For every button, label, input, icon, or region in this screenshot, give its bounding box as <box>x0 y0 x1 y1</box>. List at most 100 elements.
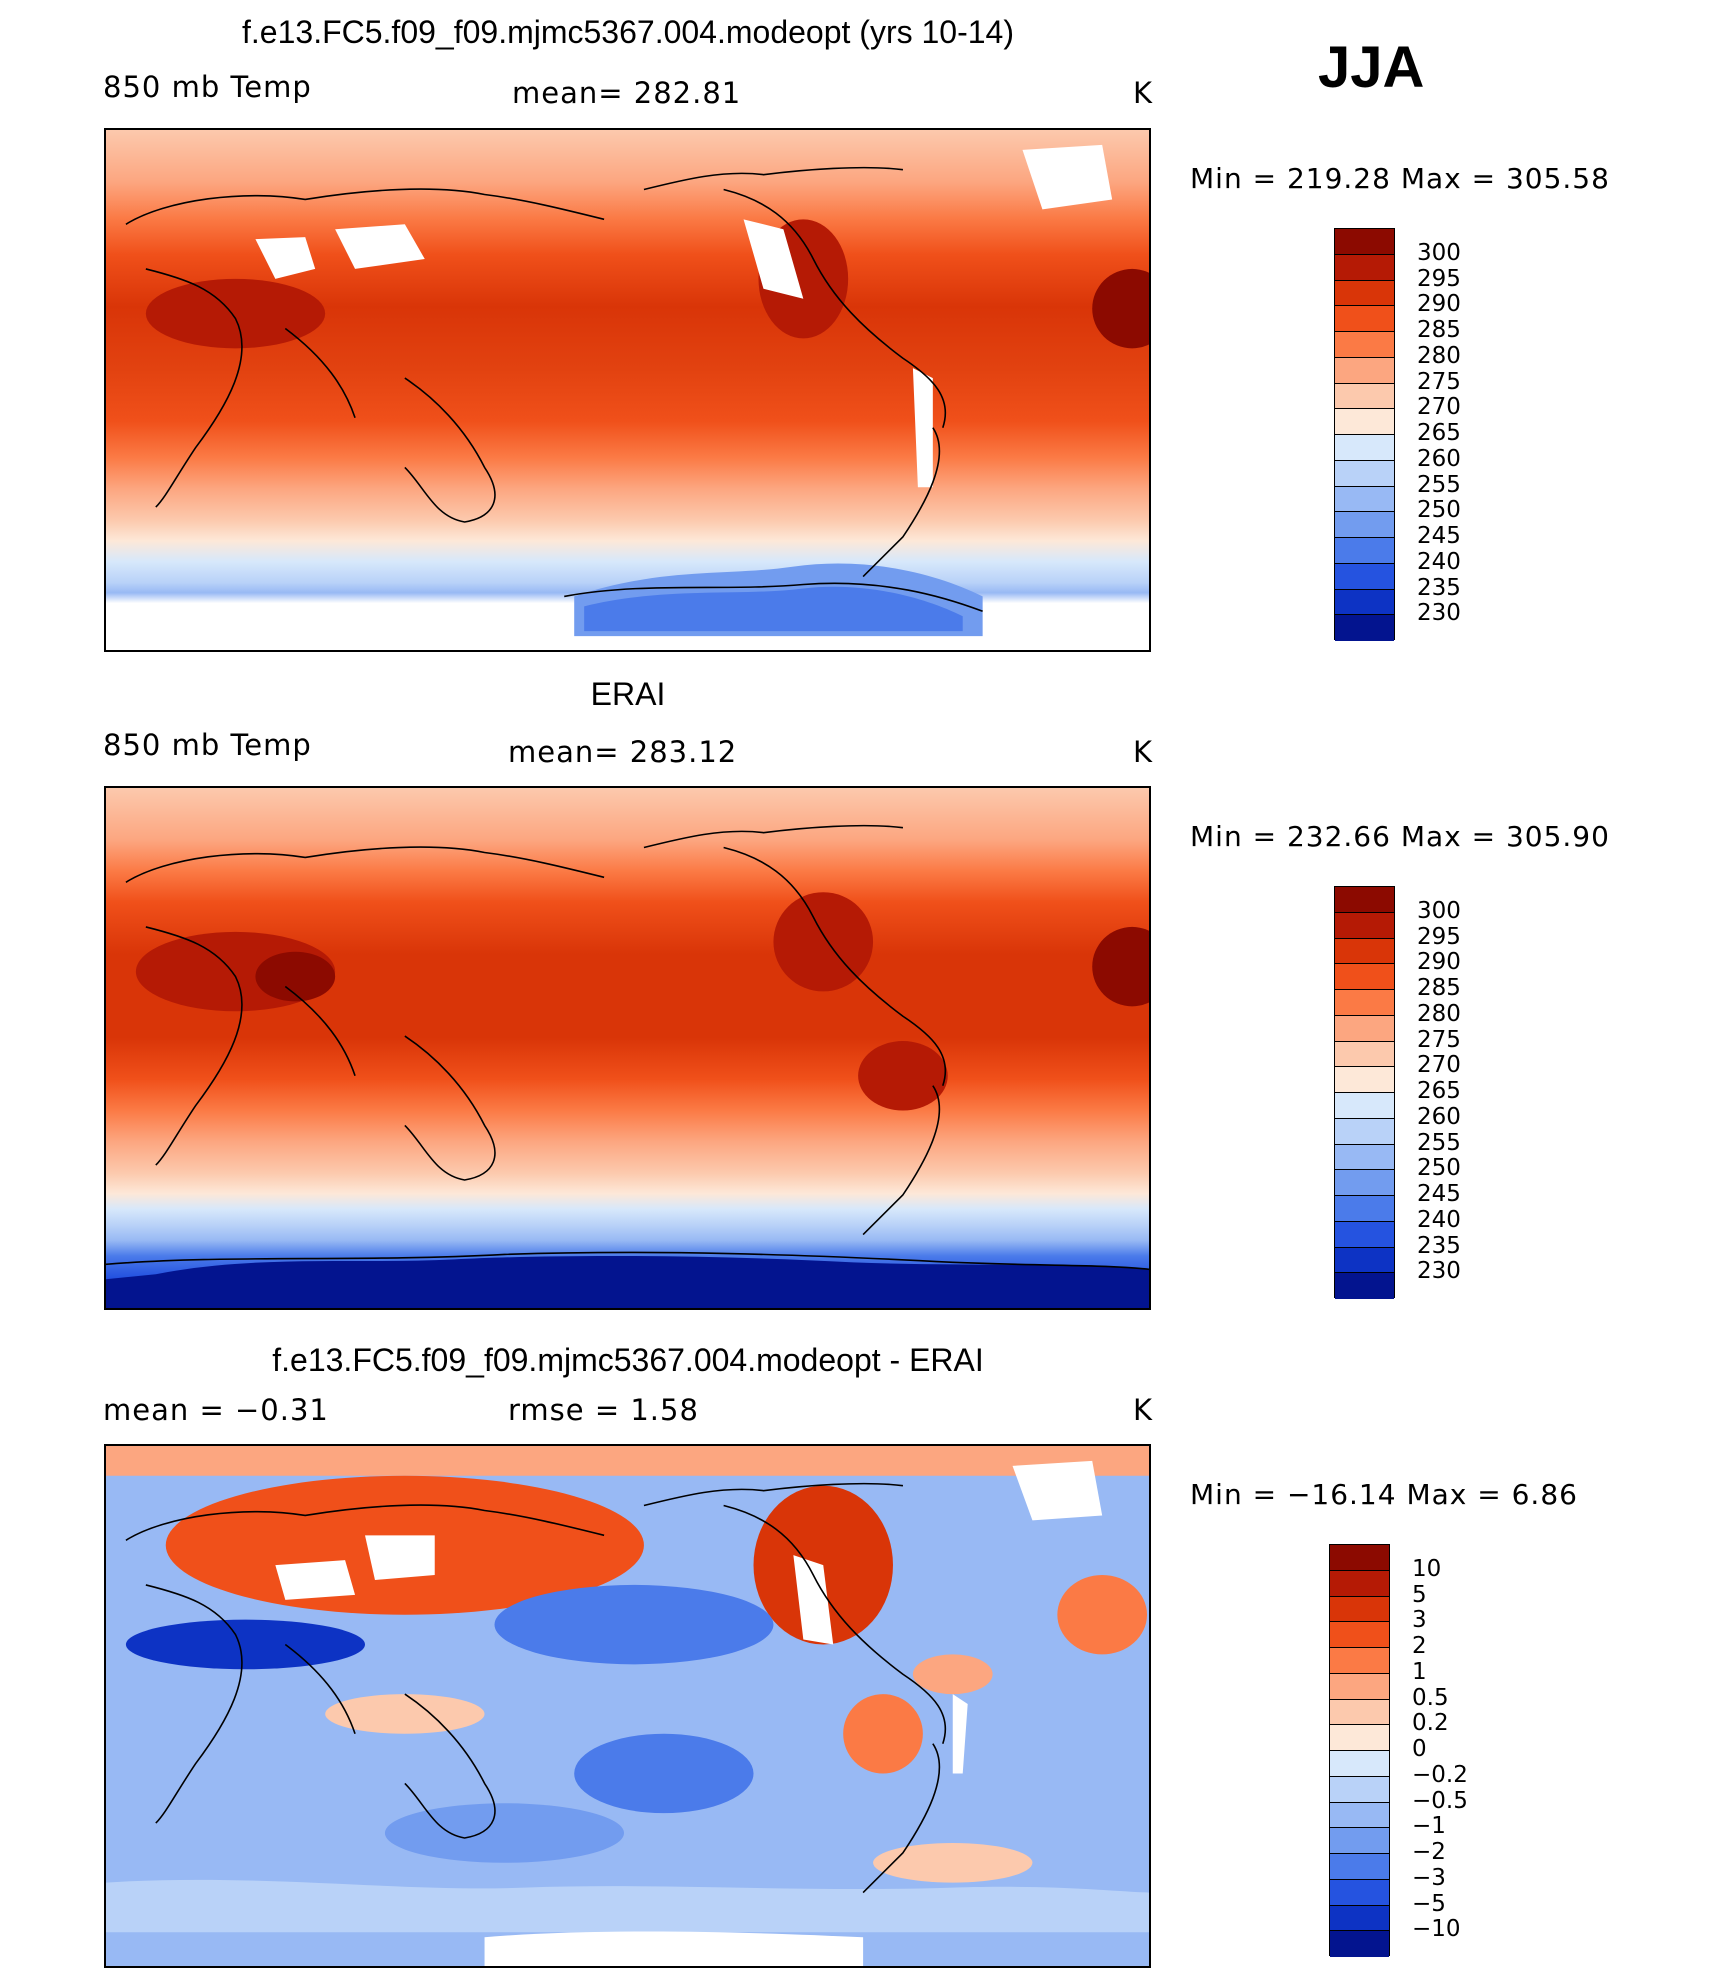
panel-minmax-diff: Min = −16.14 Max = 6.86 <box>1190 1478 1578 1511</box>
map-obs-field <box>106 788 1149 1308</box>
panel-rmse-label-diff: rmse = 1.58 <box>508 1393 699 1427</box>
map-diff <box>104 1444 1151 1968</box>
colorbar-tick-label: 265 <box>1417 1078 1461 1104</box>
colorbar-tick-label: −5 <box>1412 1890 1446 1917</box>
colorbar-tick-label: 270 <box>1417 394 1461 421</box>
colorbar-tick-label: 0.5 <box>1412 1684 1449 1711</box>
colorbar-swatch <box>1330 1725 1389 1751</box>
colorbar-swatch <box>1335 1118 1394 1145</box>
panel-mean-label-model: mean= 282.81 <box>512 76 742 110</box>
colorbar-tick-label: −0.2 <box>1412 1761 1468 1788</box>
panel-variable-label-model: 850 mb Temp <box>103 70 312 104</box>
colorbar-tick-label: 290 <box>1417 291 1461 318</box>
colorbar-diff <box>1329 1544 1390 1957</box>
colorbar-tick-label: 0 <box>1412 1736 1427 1762</box>
colorbar-tick-label: 0.2 <box>1412 1710 1449 1737</box>
colorbar-swatch <box>1330 1828 1389 1854</box>
colorbar-swatch <box>1330 1596 1389 1623</box>
colorbar-tick-label: 255 <box>1417 1129 1461 1156</box>
colorbar-swatch <box>1335 589 1394 616</box>
panel-minmax-model: Min = 219.28 Max = 305.58 <box>1190 162 1610 195</box>
colorbar-swatch <box>1330 1905 1389 1932</box>
map-model-field <box>106 130 1149 650</box>
colorbar-tick-label: 295 <box>1417 265 1461 292</box>
colorbar-tick-label: 285 <box>1417 317 1461 343</box>
colorbar-swatch <box>1335 280 1394 307</box>
colorbar-swatch <box>1335 964 1394 990</box>
map-model <box>104 128 1151 652</box>
panel-title-model: f.e13.FC5.f09_f09.mjmc5367.004.modeopt (… <box>242 14 1014 50</box>
colorbar-tick-label: 3 <box>1412 1607 1427 1634</box>
colorbar-tick-label: 270 <box>1417 1052 1461 1079</box>
panel-units-obs: K <box>1133 735 1154 769</box>
colorbar-tick-label: 235 <box>1417 1232 1461 1259</box>
colorbar-swatch <box>1335 887 1394 913</box>
colorbar-swatch <box>1335 1015 1394 1042</box>
colorbar-tick-label: 235 <box>1417 574 1461 601</box>
colorbar-swatch <box>1335 1144 1394 1171</box>
colorbar-swatch <box>1335 512 1394 538</box>
colorbar-tick-label: −10 <box>1412 1916 1461 1943</box>
colorbar-swatch <box>1335 990 1394 1016</box>
colorbar-tick-label: −2 <box>1412 1839 1446 1865</box>
colorbar-swatch <box>1335 615 1394 641</box>
colorbar-tick-label: 245 <box>1417 1181 1461 1207</box>
colorbar-swatch <box>1330 1699 1389 1726</box>
colorbar-swatch <box>1330 1802 1389 1829</box>
colorbar-tick-label: 285 <box>1417 975 1461 1001</box>
colorbar-tick-label: 250 <box>1417 497 1461 524</box>
colorbar-tick-label: 240 <box>1417 1206 1461 1233</box>
season-label: JJA <box>1318 35 1425 100</box>
colorbar-swatch <box>1335 938 1394 965</box>
colorbar-model <box>1334 228 1395 641</box>
panel-units-model: K <box>1133 76 1154 110</box>
colorbar-tick-label: 295 <box>1417 923 1461 950</box>
panel-units-diff: K <box>1133 1393 1154 1427</box>
colorbar-swatch <box>1335 538 1394 564</box>
colorbar-tick-label: 280 <box>1417 1000 1461 1027</box>
colorbar-swatch <box>1335 1170 1394 1196</box>
panel-minmax-obs: Min = 232.66 Max = 305.90 <box>1190 820 1610 853</box>
colorbar-tick-label: 280 <box>1417 342 1461 369</box>
colorbar-tick-label: 300 <box>1417 239 1461 266</box>
colorbar-swatch <box>1330 1673 1389 1700</box>
colorbar-tick-label: 275 <box>1417 1026 1461 1053</box>
colorbar-swatch <box>1335 1221 1394 1248</box>
colorbar-swatch <box>1330 1879 1389 1906</box>
colorbar-tick-label: 230 <box>1417 1258 1461 1285</box>
colorbar-swatch <box>1335 1093 1394 1119</box>
colorbar-swatch <box>1330 1622 1389 1648</box>
colorbar-tick-label: 1 <box>1412 1658 1427 1685</box>
colorbar-obs <box>1334 886 1395 1299</box>
colorbar-swatch <box>1330 1776 1389 1803</box>
panel-mean-label-obs: mean= 283.12 <box>508 735 738 769</box>
colorbar-tick-label: 5 <box>1412 1581 1427 1608</box>
map-obs <box>104 786 1151 1310</box>
colorbar-tick-label: 245 <box>1417 523 1461 549</box>
colorbar-swatch <box>1335 357 1394 384</box>
colorbar-swatch <box>1335 460 1394 487</box>
colorbar-swatch <box>1335 1067 1394 1093</box>
colorbar-tick-label: −1 <box>1412 1813 1446 1840</box>
colorbar-swatch <box>1335 912 1394 939</box>
panel-variable-label-obs: 850 mb Temp <box>103 728 312 762</box>
panel-title-obs: ERAI <box>590 676 666 712</box>
panel-mean-label-diff: mean = −0.31 <box>103 1393 329 1427</box>
colorbar-swatch <box>1335 563 1394 590</box>
colorbar-tick-label: 240 <box>1417 548 1461 575</box>
colorbar-swatch <box>1330 1570 1389 1597</box>
colorbar-swatch <box>1330 1545 1389 1571</box>
colorbar-swatch <box>1335 306 1394 332</box>
colorbar-swatch <box>1335 1247 1394 1274</box>
colorbar-swatch <box>1330 1931 1389 1957</box>
map-diff-field <box>106 1446 1149 1966</box>
colorbar-swatch <box>1330 1751 1389 1777</box>
colorbar-swatch <box>1335 409 1394 435</box>
colorbar-tick-label: 265 <box>1417 420 1461 446</box>
colorbar-swatch <box>1335 1196 1394 1222</box>
colorbar-tick-label: 275 <box>1417 368 1461 395</box>
colorbar-tick-label: 230 <box>1417 600 1461 627</box>
colorbar-tick-label: 255 <box>1417 471 1461 498</box>
colorbar-tick-label: 250 <box>1417 1155 1461 1182</box>
colorbar-swatch <box>1335 1273 1394 1299</box>
